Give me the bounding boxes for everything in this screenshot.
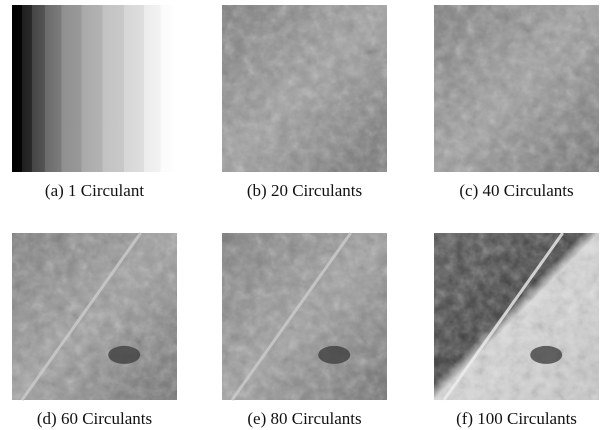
panel: (d) 60 Circulants <box>12 233 177 428</box>
panel-caption: (b) 20 Circulants <box>247 181 362 200</box>
panel-caption: (a) 1 Circulant <box>45 181 144 200</box>
image-texture <box>12 233 177 400</box>
panel-image <box>12 5 177 172</box>
panel-caption: (f) 100 Circulants <box>456 409 577 428</box>
image-texture <box>434 233 599 400</box>
panel: (b) 20 Circulants <box>222 5 387 200</box>
panel-caption: (d) 60 Circulants <box>37 409 152 428</box>
panel: (e) 80 Circulants <box>222 233 387 428</box>
panel: (c) 40 Circulants <box>434 5 599 200</box>
panel-caption: (e) 80 Circulants <box>247 409 361 428</box>
image-eye <box>108 346 140 364</box>
panel-caption: (c) 40 Circulants <box>459 181 573 200</box>
figure: (a) 1 Circulant (b) 20 Circulants (c) 40 C… <box>0 0 609 430</box>
image-eye <box>318 346 350 364</box>
image-texture <box>222 5 387 172</box>
panel: (f) 100 Circulants <box>434 233 599 428</box>
image-texture <box>222 233 387 400</box>
image-texture <box>434 5 599 172</box>
panel: (a) 1 Circulant <box>12 5 177 200</box>
image-eye <box>530 346 562 364</box>
page: (a) 1 Circulant (b) 20 Circulants (c) 40 C… <box>0 0 609 430</box>
